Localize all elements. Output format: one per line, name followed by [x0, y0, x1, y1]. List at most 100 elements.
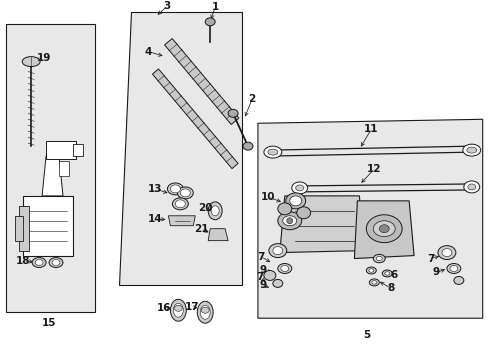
Ellipse shape — [170, 299, 186, 321]
Ellipse shape — [295, 185, 303, 191]
Ellipse shape — [35, 260, 43, 266]
Text: 3: 3 — [163, 1, 171, 11]
Ellipse shape — [291, 182, 307, 194]
Ellipse shape — [368, 279, 379, 286]
Text: 2: 2 — [248, 94, 255, 104]
Ellipse shape — [372, 221, 394, 237]
Polygon shape — [23, 196, 73, 256]
Polygon shape — [152, 69, 238, 168]
Polygon shape — [354, 201, 413, 258]
Ellipse shape — [177, 187, 193, 199]
Ellipse shape — [368, 269, 373, 272]
Polygon shape — [46, 141, 76, 159]
Text: 9: 9 — [259, 265, 266, 275]
Text: 5: 5 — [362, 330, 369, 340]
Polygon shape — [19, 206, 29, 251]
Ellipse shape — [22, 57, 40, 67]
Ellipse shape — [272, 279, 282, 287]
Ellipse shape — [243, 142, 252, 150]
Text: 12: 12 — [366, 164, 381, 174]
Ellipse shape — [280, 266, 288, 271]
Polygon shape — [42, 156, 63, 196]
Ellipse shape — [49, 257, 63, 267]
Ellipse shape — [167, 183, 183, 195]
Ellipse shape — [172, 198, 188, 210]
Text: 11: 11 — [364, 124, 378, 134]
Ellipse shape — [201, 307, 209, 313]
Text: 9: 9 — [431, 267, 439, 278]
Ellipse shape — [285, 193, 305, 209]
Ellipse shape — [227, 109, 238, 117]
Text: 14: 14 — [148, 214, 163, 224]
Text: 8: 8 — [387, 283, 394, 293]
Text: 16: 16 — [157, 303, 171, 313]
Text: 17: 17 — [184, 302, 199, 312]
Ellipse shape — [376, 256, 382, 261]
Ellipse shape — [173, 303, 183, 317]
Ellipse shape — [175, 200, 185, 208]
Text: 7: 7 — [256, 273, 263, 283]
Text: 6: 6 — [390, 270, 397, 280]
Ellipse shape — [205, 18, 215, 26]
Ellipse shape — [289, 196, 301, 206]
Ellipse shape — [467, 184, 475, 190]
Ellipse shape — [197, 301, 213, 323]
Ellipse shape — [277, 212, 301, 230]
Ellipse shape — [32, 257, 46, 267]
Ellipse shape — [296, 207, 310, 219]
Text: 9: 9 — [259, 280, 266, 291]
Text: 19: 19 — [37, 53, 51, 63]
Polygon shape — [59, 161, 69, 176]
Ellipse shape — [372, 255, 385, 263]
Text: 15: 15 — [41, 318, 56, 328]
Ellipse shape — [437, 246, 455, 260]
Ellipse shape — [446, 264, 460, 274]
Text: 1: 1 — [211, 2, 218, 12]
Text: 7: 7 — [257, 252, 264, 262]
Polygon shape — [6, 24, 95, 312]
Ellipse shape — [264, 146, 281, 158]
Ellipse shape — [384, 272, 389, 275]
Ellipse shape — [174, 305, 182, 311]
Polygon shape — [279, 196, 364, 253]
Polygon shape — [15, 216, 23, 240]
Ellipse shape — [463, 181, 479, 193]
Ellipse shape — [52, 260, 60, 266]
Ellipse shape — [267, 149, 277, 155]
Ellipse shape — [180, 189, 190, 197]
Polygon shape — [208, 229, 227, 240]
Polygon shape — [164, 39, 238, 125]
Ellipse shape — [277, 203, 291, 215]
Text: 18: 18 — [16, 256, 30, 266]
Polygon shape — [257, 119, 482, 318]
Ellipse shape — [272, 247, 282, 255]
Ellipse shape — [453, 276, 463, 284]
Ellipse shape — [282, 216, 296, 226]
Ellipse shape — [200, 305, 210, 319]
Ellipse shape — [441, 249, 451, 257]
Text: 21: 21 — [194, 224, 208, 234]
Text: 7: 7 — [427, 253, 434, 264]
Ellipse shape — [462, 144, 480, 156]
Ellipse shape — [466, 147, 476, 153]
Ellipse shape — [286, 218, 292, 224]
Text: 20: 20 — [198, 203, 212, 213]
Ellipse shape — [268, 244, 286, 257]
Ellipse shape — [379, 225, 388, 233]
Ellipse shape — [371, 281, 376, 284]
Ellipse shape — [208, 202, 222, 220]
Ellipse shape — [170, 185, 180, 193]
Polygon shape — [73, 144, 82, 156]
Ellipse shape — [211, 206, 219, 216]
Ellipse shape — [366, 267, 376, 274]
Ellipse shape — [366, 215, 401, 243]
Text: 4: 4 — [144, 47, 152, 57]
Polygon shape — [168, 216, 195, 226]
Ellipse shape — [277, 264, 291, 274]
Text: 13: 13 — [148, 184, 163, 194]
Polygon shape — [119, 12, 242, 285]
Ellipse shape — [382, 270, 391, 277]
Text: 10: 10 — [260, 192, 275, 202]
Ellipse shape — [449, 266, 457, 271]
Ellipse shape — [264, 270, 275, 280]
